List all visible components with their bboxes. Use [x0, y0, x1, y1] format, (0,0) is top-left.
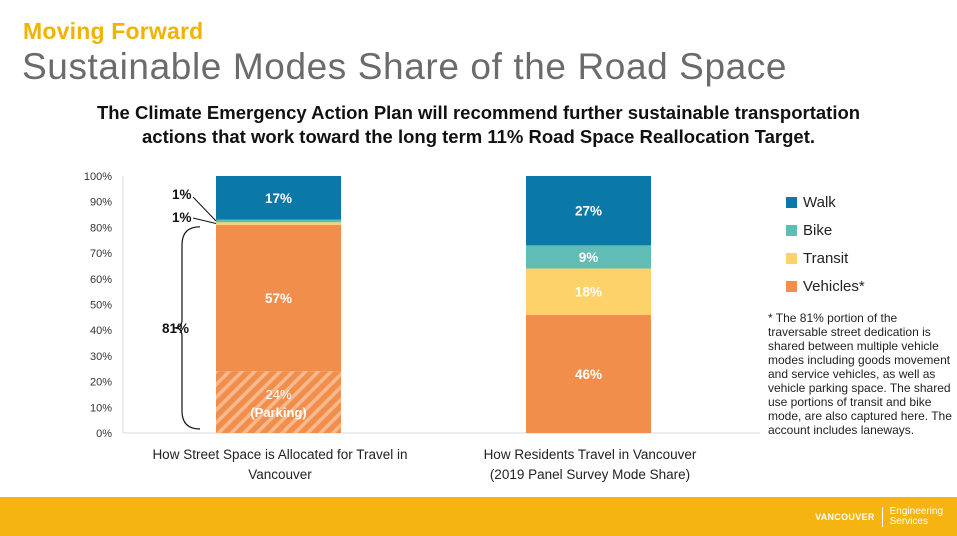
legend-label-bike: Bike — [803, 221, 833, 239]
logo-divider — [881, 507, 883, 527]
y-tick-label: 20% — [90, 377, 112, 389]
legend-item-bike: Bike — [786, 216, 865, 244]
data-label-walk: 17% — [265, 191, 292, 206]
legend-item-walk: Walk — [786, 188, 865, 216]
data-label-bike: 1% — [172, 187, 192, 202]
department-line-1: Engineering — [889, 506, 943, 517]
legend-label-transit: Transit — [803, 249, 849, 267]
x-axis-category-1-line-1: How Street Space is Allocated for Travel… — [152, 447, 408, 462]
bar-segment-bike — [526, 245, 651, 269]
data-sublabel-parking: (Parking) — [250, 405, 306, 420]
legend-label-vehicles: Vehicles* — [803, 277, 865, 295]
data-label-walk: 27% — [575, 204, 602, 219]
legend-item-vehicles: Vehicles* — [786, 272, 865, 300]
y-tick-label: 60% — [90, 274, 112, 286]
chart-plot-area: 0% 10% 20% 30% 40% 50% 60% 70% 80% 90% 100% 24% (Par… — [84, 171, 760, 440]
legend-label-walk: Walk — [803, 193, 836, 211]
bar-segment-vehicles — [216, 224, 341, 372]
data-label-bike: 9% — [579, 250, 599, 265]
bar-segment-transit — [526, 268, 651, 315]
y-tick-label: 90% — [90, 197, 112, 209]
department-line-2: Services — [889, 516, 928, 527]
chart-legend: Walk Bike Transit Vehicles* — [786, 188, 865, 300]
subtitle-line-1: The Climate Emergency Action Plan will r… — [96, 102, 861, 123]
y-tick-label: 70% — [90, 248, 112, 260]
x-axis-category-2-line-1: How Residents Travel in Vancouver — [483, 447, 697, 462]
legend-item-transit: Transit — [786, 244, 865, 272]
legend-swatch-vehicles — [786, 280, 797, 292]
city-logo-wordmark: VANCOUVER — [815, 511, 875, 522]
y-tick-label: 50% — [90, 300, 112, 312]
department-name: Engineering Services — [890, 507, 943, 527]
footer-bar: VANCOUVER Engineering Services — [0, 497, 957, 536]
bar-segment-parking — [216, 371, 341, 433]
bar-segment-walk — [216, 176, 341, 220]
bar-segment-transit — [216, 222, 341, 225]
data-label-vehicles: 46% — [575, 367, 602, 382]
subtitle: The Climate Emergency Action Plan will r… — [0, 101, 957, 149]
x-axis-category-1-line-2: Vancouver — [248, 467, 312, 482]
leader-line-bike — [192, 196, 217, 222]
city-logo: VANCOUVER Engineering Services — [815, 507, 943, 527]
y-tick-label: 80% — [90, 222, 112, 234]
legend-swatch-bike — [786, 224, 797, 236]
data-label-transit: 1% — [172, 210, 192, 225]
x-axis-category-2-line-2: (2019 Panel Survey Mode Share) — [489, 467, 691, 482]
data-label-vehicles: 57% — [265, 291, 292, 306]
legend-swatch-walk — [786, 196, 797, 208]
data-label-transit: 18% — [575, 285, 602, 300]
legend-swatch-transit — [786, 252, 797, 264]
footnote: * The 81% portion of the traversable str… — [768, 311, 952, 437]
bar-segment-bike — [216, 219, 341, 223]
x-axis-category-1: How Street Space is Allocated for Travel… — [130, 445, 430, 485]
y-tick-label: 0% — [96, 428, 112, 440]
data-label-parking: 24% — [265, 387, 291, 402]
y-tick-label: 30% — [90, 351, 112, 363]
y-tick-label: 10% — [90, 402, 112, 414]
y-tick-label: 100% — [84, 171, 112, 183]
leader-line-transit — [192, 217, 217, 225]
y-tick-label: 40% — [90, 325, 112, 337]
x-axis-category-2: How Residents Travel in Vancouver (2019 … — [440, 445, 740, 485]
subtitle-line-2: actions that work toward the long term 1… — [142, 126, 815, 147]
kicker-heading: Moving Forward — [23, 18, 204, 44]
bar-segment-vehicles — [526, 314, 651, 433]
page-title: Sustainable Modes Share of the Road Spac… — [22, 46, 788, 87]
bar-segment-walk — [526, 176, 651, 246]
bracket-label: 81% — [162, 321, 189, 336]
bracket-81-percent — [173, 226, 201, 430]
